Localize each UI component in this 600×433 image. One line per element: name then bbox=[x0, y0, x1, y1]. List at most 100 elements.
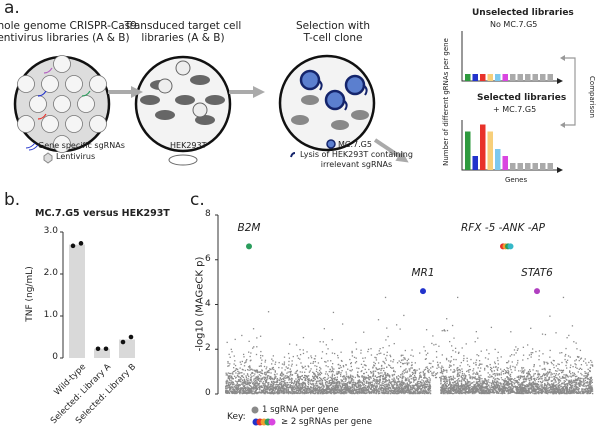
background-gene-point bbox=[302, 376, 305, 379]
background-gene-point bbox=[504, 372, 507, 374]
background-gene-point bbox=[295, 384, 298, 386]
background-gene-point bbox=[589, 390, 591, 392]
background-gene-point bbox=[354, 376, 356, 379]
background-gene-point bbox=[462, 389, 465, 391]
background-gene-point bbox=[508, 383, 511, 386]
background-gene-point bbox=[416, 369, 418, 371]
background-gene-point bbox=[313, 373, 316, 375]
background-gene-point bbox=[247, 378, 249, 380]
background-gene-point bbox=[455, 382, 457, 385]
background-gene-point bbox=[493, 385, 496, 387]
background-gene-point bbox=[265, 374, 267, 376]
selected-chart-bar bbox=[517, 163, 523, 170]
background-gene-point bbox=[350, 377, 353, 380]
background-gene-point bbox=[566, 362, 568, 364]
background-gene-point bbox=[301, 385, 303, 387]
background-gene-point bbox=[403, 382, 406, 384]
background-gene-point bbox=[292, 387, 295, 389]
background-gene-point bbox=[254, 382, 256, 384]
background-gene-point bbox=[459, 365, 461, 367]
background-gene-point bbox=[498, 390, 501, 393]
background-gene-point bbox=[549, 392, 551, 394]
background-gene-point bbox=[356, 387, 358, 389]
background-gene-point bbox=[335, 379, 338, 382]
background-gene-point bbox=[287, 386, 289, 388]
background-gene-point bbox=[580, 380, 583, 383]
background-gene-point bbox=[503, 390, 506, 392]
background-gene-point bbox=[562, 369, 565, 372]
background-gene-point bbox=[464, 387, 467, 389]
background-gene-point bbox=[383, 389, 385, 391]
background-gene-point bbox=[415, 389, 417, 391]
background-gene-point bbox=[345, 386, 347, 388]
background-gene-point bbox=[380, 389, 383, 391]
background-gene-point bbox=[314, 378, 316, 380]
background-gene-point bbox=[363, 390, 366, 392]
background-gene-point bbox=[563, 390, 565, 392]
background-gene-point bbox=[306, 376, 309, 378]
background-gene-point bbox=[278, 379, 280, 381]
background-gene-point bbox=[527, 370, 530, 373]
background-gene-point bbox=[570, 380, 572, 382]
background-gene-point bbox=[441, 330, 443, 332]
background-gene-point bbox=[497, 363, 500, 365]
background-gene-point bbox=[496, 357, 499, 359]
background-gene-point bbox=[343, 386, 346, 389]
background-gene-point bbox=[518, 379, 521, 381]
background-gene-point bbox=[507, 369, 509, 372]
background-gene-point bbox=[399, 388, 401, 390]
background-gene-point bbox=[500, 392, 502, 394]
background-gene-point bbox=[334, 378, 336, 380]
background-gene-point bbox=[574, 363, 576, 365]
background-gene-point bbox=[586, 373, 589, 375]
background-gene-point bbox=[326, 392, 329, 394]
background-gene-point bbox=[499, 382, 502, 384]
background-gene-point bbox=[489, 381, 491, 384]
background-gene-point bbox=[340, 392, 342, 394]
background-gene-point bbox=[509, 383, 511, 385]
background-gene-point bbox=[365, 381, 368, 384]
background-gene-point bbox=[587, 387, 589, 390]
background-gene-point bbox=[232, 371, 235, 373]
background-gene-point bbox=[262, 383, 264, 385]
background-gene-point bbox=[541, 386, 543, 388]
background-gene-point bbox=[444, 392, 446, 394]
background-gene-point bbox=[398, 380, 400, 383]
background-gene-point bbox=[375, 380, 378, 382]
background-gene-point bbox=[513, 379, 515, 381]
background-gene-point bbox=[453, 388, 455, 391]
background-gene-point bbox=[454, 351, 457, 353]
background-gene-point bbox=[590, 359, 592, 362]
background-gene-point bbox=[397, 375, 400, 377]
background-gene-point bbox=[568, 383, 571, 385]
background-gene-point bbox=[317, 384, 319, 386]
background-gene-point bbox=[244, 384, 246, 387]
background-gene-point bbox=[372, 372, 375, 374]
background-gene-point bbox=[290, 377, 293, 379]
background-gene-point bbox=[357, 382, 360, 384]
background-gene-point bbox=[509, 365, 512, 367]
background-gene-point bbox=[332, 380, 334, 383]
background-gene-point bbox=[282, 373, 285, 376]
background-gene-point bbox=[349, 387, 352, 389]
background-gene-point bbox=[408, 378, 410, 381]
background-gene-point bbox=[297, 375, 299, 377]
background-gene-point bbox=[399, 390, 401, 392]
background-gene-point bbox=[561, 361, 563, 364]
background-gene-point bbox=[281, 392, 283, 394]
background-gene-point bbox=[522, 359, 524, 361]
background-gene-point bbox=[500, 372, 502, 374]
background-gene-point bbox=[404, 378, 407, 381]
background-gene-point bbox=[271, 387, 273, 389]
background-gene-point bbox=[307, 380, 309, 383]
background-gene-point bbox=[297, 389, 299, 392]
background-gene-point bbox=[555, 386, 557, 388]
background-gene-point bbox=[477, 383, 479, 385]
background-gene-point bbox=[426, 380, 429, 382]
background-gene-point bbox=[278, 392, 280, 395]
background-gene-point bbox=[418, 392, 421, 394]
background-gene-point bbox=[484, 379, 487, 381]
background-gene-point bbox=[583, 388, 585, 391]
background-gene-point bbox=[310, 386, 312, 389]
